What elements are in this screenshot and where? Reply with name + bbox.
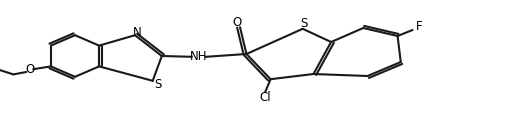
Text: S: S [300, 17, 307, 30]
Text: Cl: Cl [260, 91, 271, 104]
Text: F: F [416, 20, 422, 33]
Text: O: O [25, 63, 35, 76]
Text: O: O [233, 15, 242, 28]
Text: S: S [154, 77, 162, 90]
Text: N: N [133, 26, 142, 39]
Text: NH: NH [189, 50, 207, 63]
